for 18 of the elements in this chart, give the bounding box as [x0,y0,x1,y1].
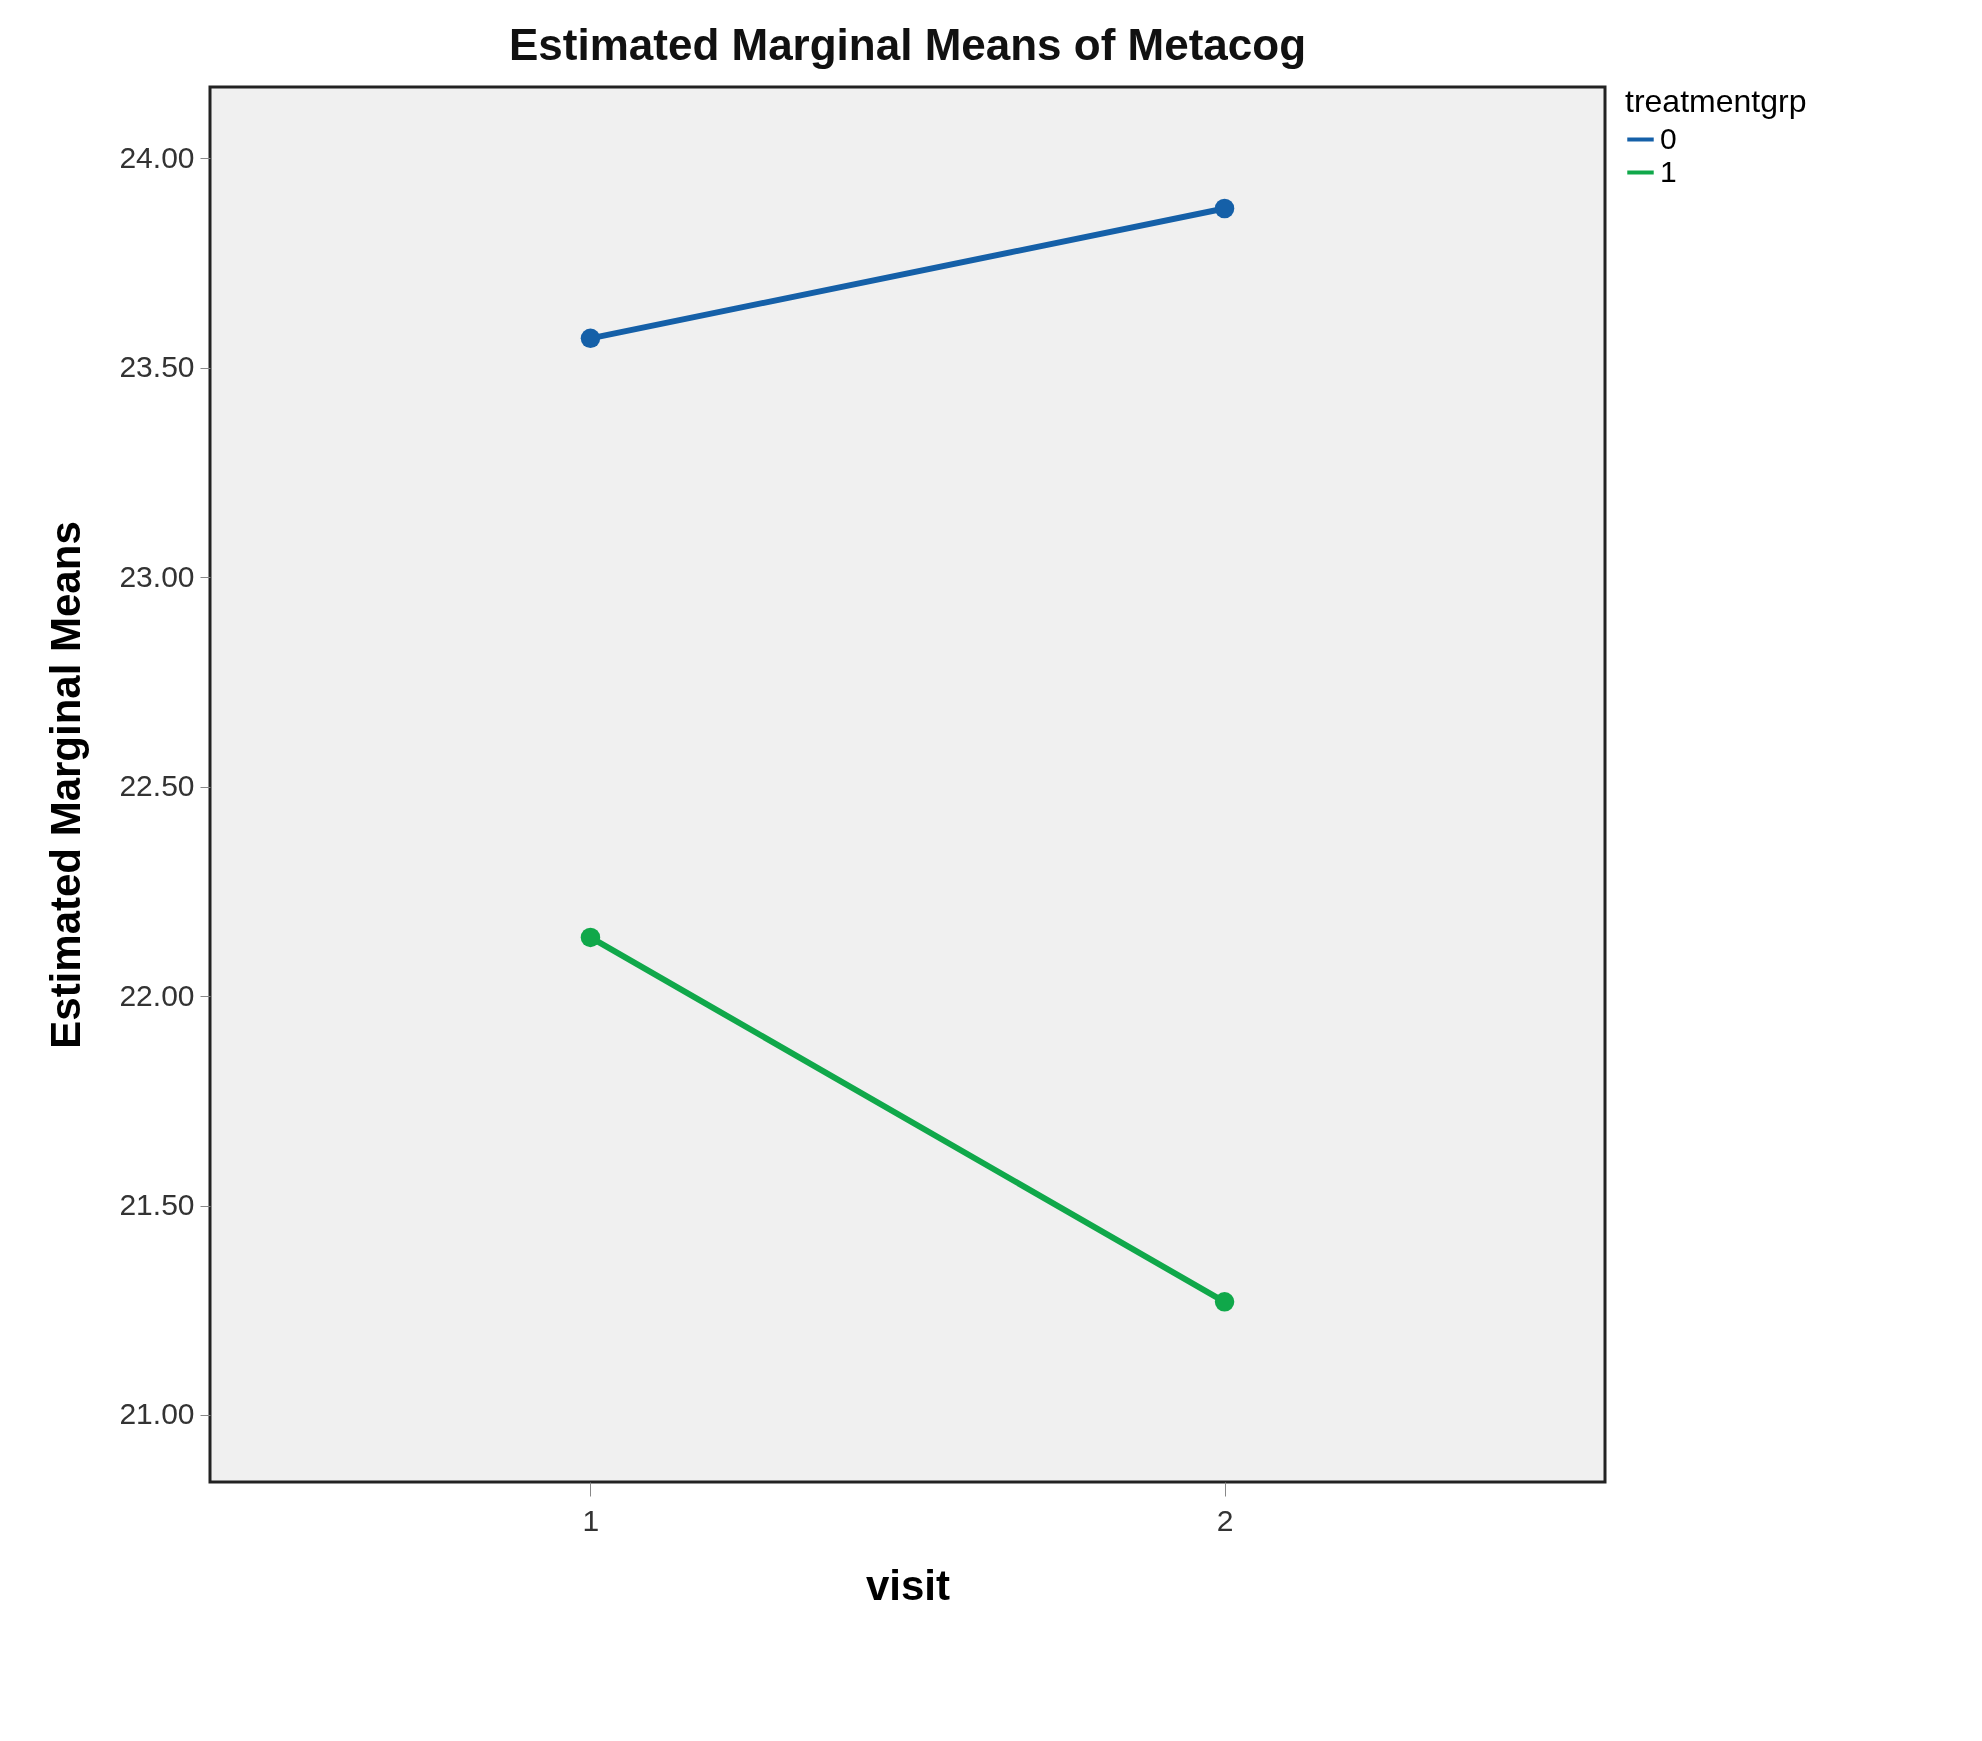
y-axis-title: Estimated Marginal Means [42,521,90,1049]
y-tick-label: 21.00 [119,1397,195,1431]
legend-label: 0 [1660,121,1677,155]
point [1214,198,1235,219]
point [1214,1292,1235,1312]
y-tick-label: 23.00 [119,559,195,593]
legend-title: treatmentgrp [1625,83,1807,119]
y-tick-label: 23.50 [119,350,195,384]
y-tick-label: 24.00 [119,140,195,174]
point [580,927,601,948]
point [580,328,601,349]
x-tick-label: 2 [1216,1503,1234,1537]
legend-label: 1 [1660,154,1677,188]
y-tick-label: 22.50 [119,769,195,803]
chart-title: Estimated Marginal Means of Metacog [508,20,1307,69]
y-tick-label: 22.00 [119,978,195,1012]
x-axis-title: visit [865,1561,951,1609]
y-tick-label: 21.50 [119,1188,195,1222]
